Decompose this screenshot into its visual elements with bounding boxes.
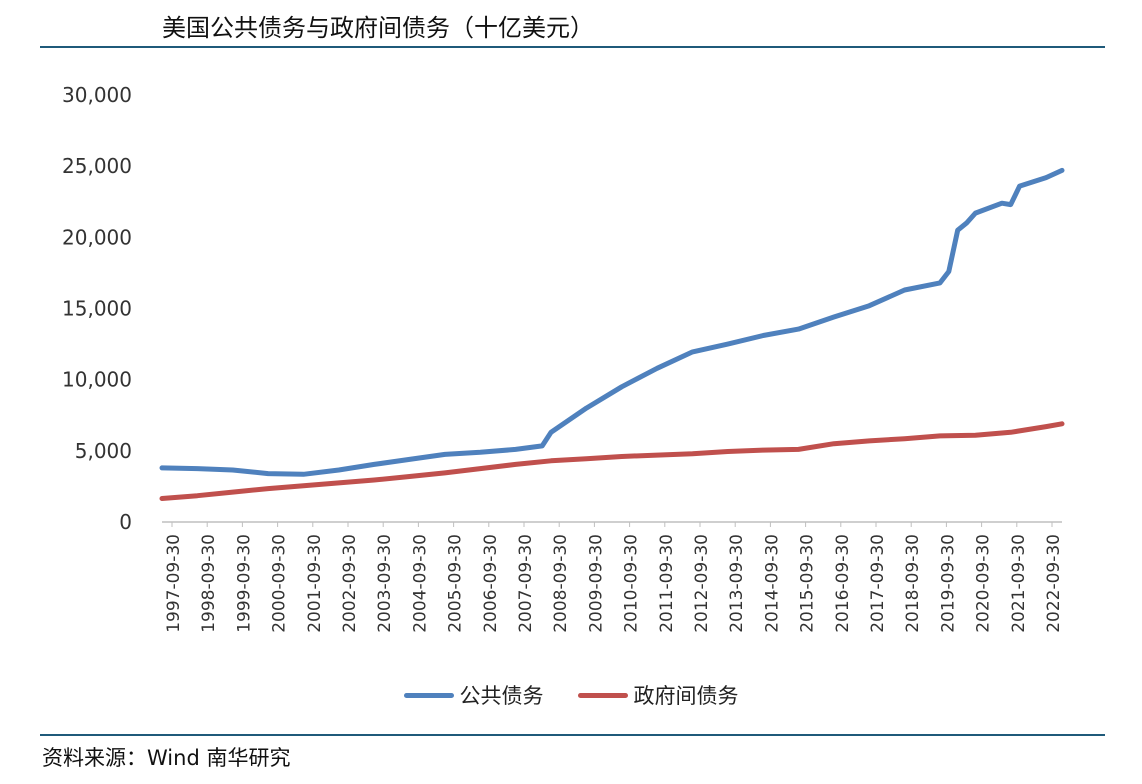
x-tick-label: 2000-09-30 — [270, 534, 290, 633]
x-tick-label: 2022-09-30 — [1044, 534, 1064, 633]
x-tick-label: 2019-09-30 — [938, 534, 958, 633]
x-tick-label: 1997-09-30 — [164, 534, 184, 633]
x-tick-label: 2003-09-30 — [375, 534, 395, 633]
page-title: 美国公共债务与政府间债务（十亿美元） — [162, 14, 594, 42]
x-tick-label: 2008-09-30 — [551, 534, 571, 633]
x-tick-label: 2021-09-30 — [1009, 534, 1029, 633]
x-tick-label: 1998-09-30 — [199, 534, 219, 633]
x-tick-label: 2017-09-30 — [868, 534, 888, 633]
footer-divider — [40, 734, 1105, 736]
legend-swatch-intragov-debt — [577, 692, 628, 698]
x-tick-label: 1999-09-30 — [234, 534, 254, 633]
y-axis-ticks: 0 5,000 10,000 15,000 20,000 25,000 30,000 — [62, 83, 132, 534]
legend-item-public-debt: 公共债务 — [403, 680, 544, 710]
x-tick-label: 2020-09-30 — [974, 534, 994, 633]
legend-item-intragov-debt: 政府间债务 — [577, 680, 739, 710]
y-tick-label: 15,000 — [62, 297, 132, 321]
x-tick-label: 2004-09-30 — [410, 534, 430, 633]
x-tick-label: 2014-09-30 — [762, 534, 782, 633]
y-tick-label: 5,000 — [75, 439, 132, 463]
y-tick-label: 10,000 — [62, 368, 132, 392]
x-tick-label: 2001-09-30 — [305, 534, 325, 633]
series-lines — [159, 167, 1065, 501]
legend-label-public-debt: 公共债务 — [459, 684, 544, 708]
x-tick-label: 2007-09-30 — [516, 534, 536, 633]
series-line-public-debt — [159, 167, 1065, 477]
legend-swatch-public-debt — [403, 692, 454, 698]
chart-legend: 公共债务 政府间债务 — [0, 680, 1142, 710]
x-tick-label: 2015-09-30 — [798, 534, 818, 633]
x-tick-label: 2006-09-30 — [481, 534, 501, 633]
y-tick-label: 30,000 — [62, 83, 132, 107]
y-tick-label: 0 — [119, 510, 132, 534]
x-tick-label: 2005-09-30 — [446, 534, 466, 633]
x-tick-label: 2013-09-30 — [727, 534, 747, 633]
x-tick-label: 2010-09-30 — [622, 534, 642, 633]
x-tick-label: 2002-09-30 — [340, 534, 360, 633]
y-tick-label: 25,000 — [62, 154, 132, 178]
source-note: 资料来源：Wind 南华研究 — [42, 746, 291, 770]
series-line-intragov-debt — [159, 421, 1065, 501]
x-tick-label: 2012-09-30 — [692, 534, 712, 633]
y-tick-label: 20,000 — [62, 225, 132, 249]
legend-label-intragov-debt: 政府间债务 — [633, 684, 739, 708]
x-tick-label: 2018-09-30 — [903, 534, 923, 633]
x-tick-label: 2011-09-30 — [657, 534, 677, 633]
header-divider — [40, 46, 1105, 48]
x-axis-ticks: 1997-09-30 1998-09-30 1999-09-30 2000-09-30… — [164, 522, 1064, 633]
x-tick-label: 2016-09-30 — [833, 534, 853, 633]
x-tick-label: 2009-09-30 — [586, 534, 606, 633]
line-chart: 0 5,000 10,000 15,000 20,000 25,000 30,000 199… — [62, 83, 1065, 633]
